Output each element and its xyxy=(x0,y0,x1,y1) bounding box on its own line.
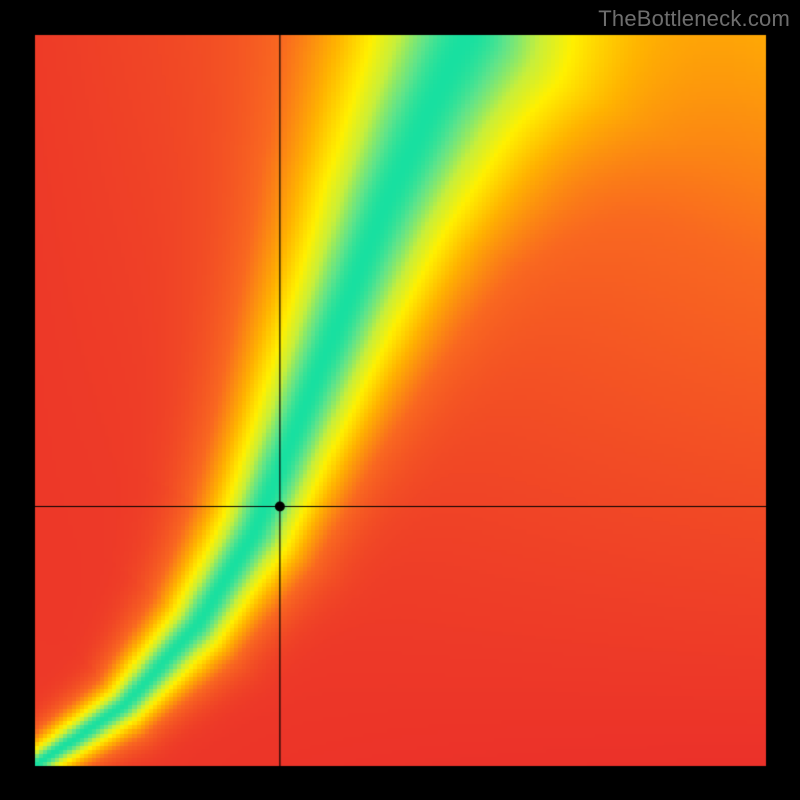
watermark-text: TheBottleneck.com xyxy=(598,6,790,32)
heatmap-canvas xyxy=(0,0,800,800)
chart-frame xyxy=(0,0,800,800)
